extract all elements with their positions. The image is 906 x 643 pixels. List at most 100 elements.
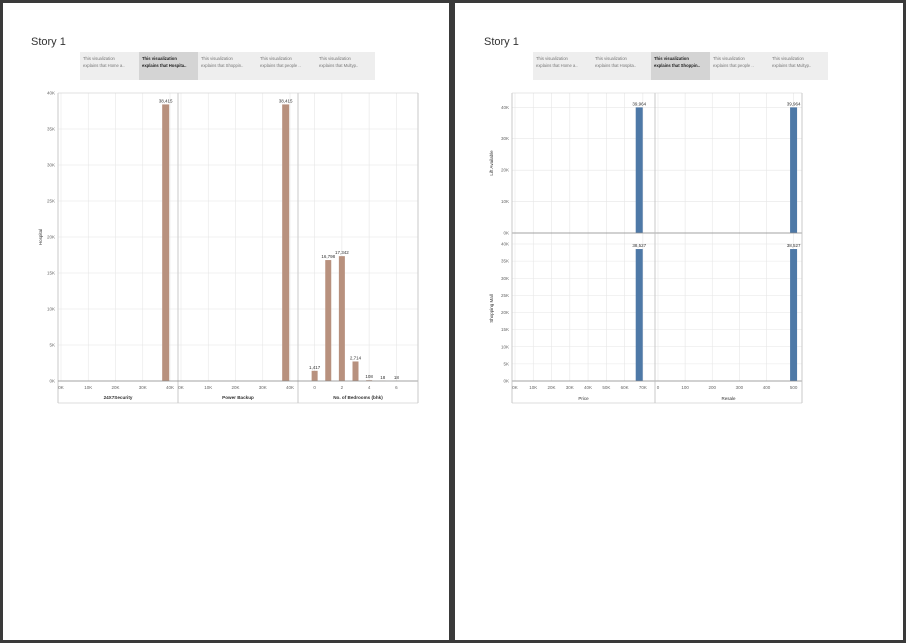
x-tick-label: 20K (111, 385, 119, 390)
y-tick-label: 40K (501, 242, 509, 247)
data-label: 38,527 (632, 243, 646, 248)
story-title: Story 1 (484, 36, 519, 48)
story-tabs: This visualization explains that Home a..… (80, 52, 375, 80)
y-tick-label: 35K (501, 259, 509, 264)
bar (635, 249, 643, 381)
data-label: 39,964 (632, 101, 646, 106)
y-tick-label: 10K (501, 344, 509, 349)
story-tab-4[interactable]: This visualization explains that people .… (713, 56, 754, 68)
y-tick-label: 0K (49, 379, 55, 384)
story-tab-1[interactable]: This visualization explains that Home a.. (536, 56, 578, 68)
x-tick-label: 30K (259, 385, 267, 390)
bar (325, 260, 332, 381)
data-label: 17,342 (335, 250, 349, 255)
bar (311, 370, 318, 381)
data-label: 1,417 (309, 365, 321, 370)
data-label: 38,415 (159, 98, 173, 103)
x-tick-label: 30K (139, 385, 147, 390)
y-tick-label: 15K (47, 271, 55, 276)
x-tick-label: 4 (368, 385, 371, 390)
story-tab-2[interactable]: This visualization explains that Hospita.… (139, 52, 198, 80)
x-axis-label: Resale (721, 396, 736, 401)
x-axis-label: No. of Bedrooms (bhk) (333, 395, 383, 400)
y-tick-label: 5K (49, 343, 55, 348)
y-tick-label: 15K (501, 327, 509, 332)
x-tick-label: 0K (512, 385, 518, 390)
y-axis-label: Shopping Mall (489, 294, 494, 323)
bar (162, 104, 170, 382)
x-axis-label: Price (578, 396, 589, 401)
x-tick-label: 0K (58, 385, 64, 390)
x-axis-label: Power Backup (222, 395, 254, 400)
y-tick-label: 20K (501, 310, 509, 315)
story-tab-3[interactable]: This visualization explains that Shoppin.… (201, 56, 244, 68)
story-title: Story 1 (31, 36, 66, 48)
y-tick-label: 25K (47, 199, 55, 204)
y-tick-label: 40K (47, 91, 55, 96)
x-tick-label: 200 (708, 385, 716, 390)
y-tick-label: 30K (47, 163, 55, 168)
x-tick-label: 30K (566, 385, 574, 390)
y-tick-label: 30K (501, 276, 509, 281)
x-tick-label: 2 (341, 385, 344, 390)
x-tick-label: 500 (790, 385, 798, 390)
x-tick-label: 40K (584, 385, 592, 390)
bar (790, 107, 798, 233)
x-tick-label: 100 (681, 385, 689, 390)
data-label: 38,527 (787, 243, 801, 248)
x-tick-label: 10K (84, 385, 92, 390)
x-tick-label: 6 (395, 385, 398, 390)
x-tick-label: 10K (529, 385, 537, 390)
x-tick-label: 20K (231, 385, 239, 390)
y-tick-label: 25K (501, 293, 509, 298)
story-tab-1[interactable]: This visualization explains that Home a.. (83, 56, 125, 68)
story-tab-4[interactable]: This visualization explains that people .… (260, 56, 301, 68)
y-tick-label: 5K (503, 361, 509, 366)
x-tick-label: 0 (313, 385, 316, 390)
data-label: 38,415 (279, 98, 293, 103)
x-tick-label: 40K (166, 385, 174, 390)
y-tick-label: 20K (501, 168, 509, 173)
bar (790, 249, 798, 381)
y-tick-label: 10K (47, 307, 55, 312)
data-label: 18 (380, 375, 386, 380)
story-tab-5[interactable]: This visualization explains that Multyp.. (319, 56, 359, 68)
x-tick-label: 20K (548, 385, 556, 390)
y-tick-label: 35K (47, 127, 55, 132)
y-tick-label: 20K (47, 235, 55, 240)
data-label: 2,714 (350, 355, 362, 360)
x-axis-label: 24X7Security (104, 395, 133, 400)
data-label: 16,798 (321, 254, 335, 259)
data-label: 108 (365, 374, 373, 379)
y-tick-label: 30K (501, 136, 509, 141)
price-resale-bar-chart: 0K 10K 20K 30K 40K Lift Available 0K 10K 20K 30K 4… (489, 92, 803, 404)
story-tab-5[interactable]: This visualization explains that Multyp.. (772, 56, 812, 68)
x-tick-label: 400 (763, 385, 771, 390)
y-axis-label: Lift Available (489, 150, 494, 176)
x-tick-label: 300 (736, 385, 744, 390)
x-tick-label: 50K (602, 385, 610, 390)
bar (338, 256, 345, 381)
story-tab-3[interactable]: This visualization explains that Shoppin.… (651, 52, 710, 80)
y-tick-label: 0K (503, 379, 509, 384)
y-tick-label: 0K (503, 231, 509, 236)
x-tick-label: 40K (286, 385, 294, 390)
story-tab-2[interactable]: This visualization explains that Hospita.… (595, 56, 637, 68)
x-tick-label: 0 (657, 385, 660, 390)
y-tick-label: 10K (501, 199, 509, 204)
story-panel-right: Story 1 This visualization explains that … (455, 3, 903, 640)
story-tabs: This visualization explains that Home a..… (533, 52, 828, 80)
y-tick-label: 40K (501, 105, 509, 110)
story-panel-left: Story 1 This visualization explains that … (3, 3, 449, 640)
data-label: 18 (394, 375, 400, 380)
x-tick-label: 60K (621, 385, 629, 390)
bar (282, 104, 290, 382)
x-tick-label: 10K (204, 385, 212, 390)
x-tick-label: 70K (639, 385, 647, 390)
bar (635, 107, 643, 233)
y-axis-label: Hospital (38, 229, 43, 245)
bar (352, 361, 359, 381)
x-tick-label: 0K (178, 385, 184, 390)
data-label: 39,964 (787, 101, 801, 106)
